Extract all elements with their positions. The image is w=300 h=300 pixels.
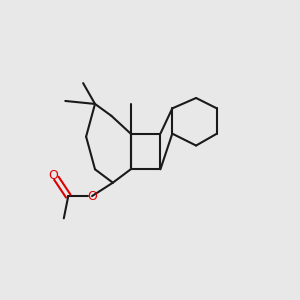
Text: O: O <box>87 190 97 202</box>
Text: O: O <box>49 169 58 182</box>
